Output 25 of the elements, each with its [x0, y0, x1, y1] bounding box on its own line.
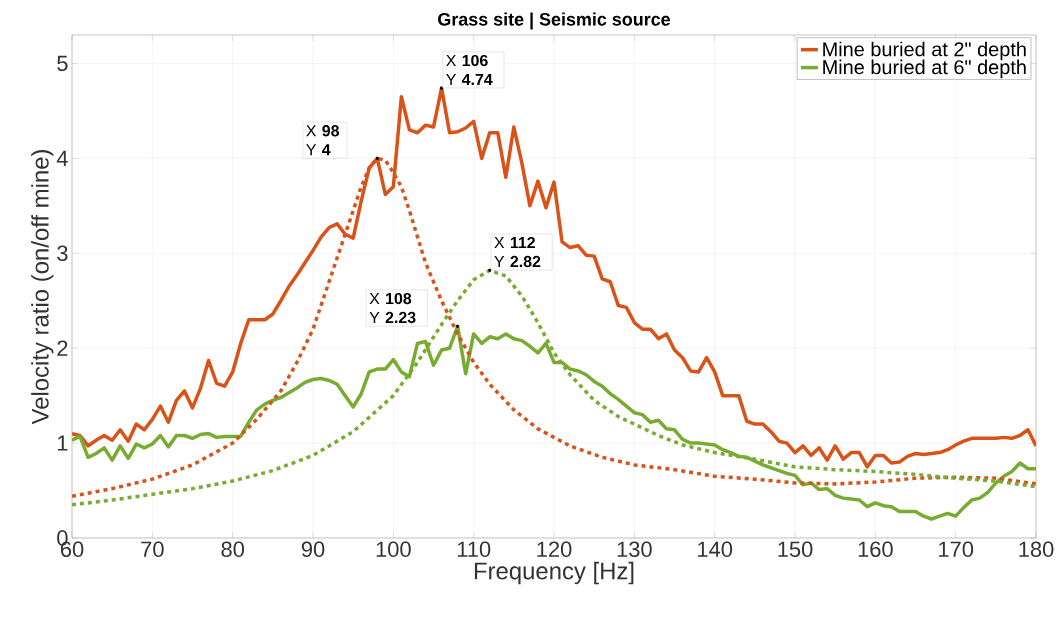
legend-label: Mine buried at 6" depth	[823, 59, 1026, 79]
x-tick-label: 130	[617, 541, 652, 558]
y-tick-label: 5	[57, 55, 68, 72]
x-tick-label: 90	[301, 541, 325, 558]
x-tick-label: 120	[537, 541, 572, 558]
x-tick-label: 180	[1019, 541, 1054, 558]
annotation: X 106 Y 4.74	[446, 54, 493, 85]
x-tick-label: 160	[858, 541, 893, 558]
annotation: X 112 Y 2.82	[494, 236, 541, 268]
annotation: X 108 Y 2.23	[369, 292, 416, 324]
chart-title: Grass site | Seismic source	[438, 12, 671, 30]
y-tick-label: 4	[56, 150, 68, 166]
y-tick-label: 1	[57, 435, 68, 451]
y-tick-label: 3	[57, 245, 68, 262]
x-tick-label: 110	[457, 541, 491, 558]
x-tick-label: 80	[221, 541, 244, 558]
y-tick-label: 2	[57, 340, 68, 356]
x-tick-label: 70	[141, 541, 164, 558]
x-tick-label: 150	[778, 541, 813, 558]
y-axis-title: Velocity ratio (on/off mine)	[31, 150, 54, 425]
annotation: X 98 Y 4	[306, 125, 340, 156]
x-tick-label: 170	[939, 541, 974, 558]
x-tick-label: 140	[698, 541, 733, 558]
x-tick-label: 100	[376, 541, 411, 558]
x-axis-title: Frequency [Hz]	[474, 561, 634, 585]
